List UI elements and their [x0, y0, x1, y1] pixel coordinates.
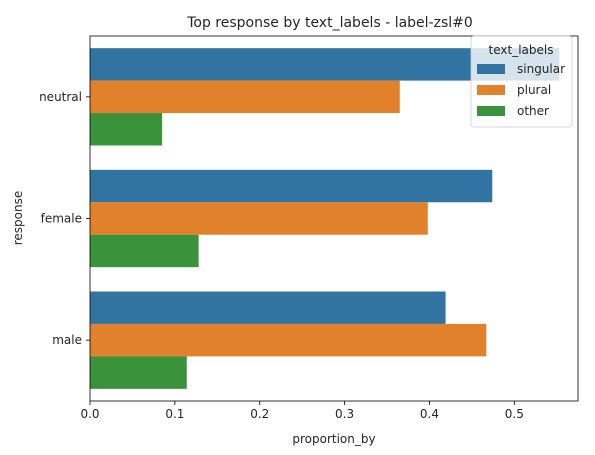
legend-box [470, 35, 573, 128]
bar-female-plural [90, 202, 428, 235]
bar-female-singular [90, 169, 493, 203]
x-tick-label: 0.3 [335, 407, 354, 421]
legend-swatch-other [477, 106, 505, 116]
y-axis-label: response [11, 191, 25, 246]
legend-items: singular plural other [477, 62, 565, 118]
legend-label-other: other [517, 104, 549, 118]
x-tick-label: 0.5 [505, 407, 524, 421]
bar-neutral-other [90, 113, 163, 146]
legend-label-singular: singular [517, 62, 565, 76]
y-axis: neutral female male [39, 90, 90, 347]
x-tick-label: 0.0 [80, 407, 99, 421]
bars-group [90, 48, 560, 389]
y-tick-label-female: female [41, 212, 82, 226]
legend-swatch-plural [477, 85, 505, 95]
bar-male-singular [90, 291, 446, 324]
chart-title: Top response by text_labels - label-zsl#… [186, 15, 473, 31]
x-tick-label: 0.1 [165, 407, 184, 421]
y-tick-label-male: male [52, 333, 82, 347]
x-tick-label: 0.4 [420, 407, 439, 421]
y-tick-label-neutral: neutral [39, 90, 82, 104]
x-axis: 0.0 0.1 0.2 0.3 0.4 0.5 [80, 401, 524, 421]
x-tick-label: 0.2 [250, 407, 269, 421]
x-axis-label: proportion_by [292, 432, 375, 446]
legend-title: text_labels [489, 43, 554, 57]
bar-male-plural [90, 323, 487, 357]
bar-neutral-plural [90, 80, 400, 114]
legend: text_labels singular plural other [470, 35, 573, 128]
legend-label-plural: plural [517, 83, 551, 97]
bar-female-other [90, 234, 199, 268]
legend-swatch-singular [477, 64, 505, 74]
bar-male-other [90, 356, 187, 389]
